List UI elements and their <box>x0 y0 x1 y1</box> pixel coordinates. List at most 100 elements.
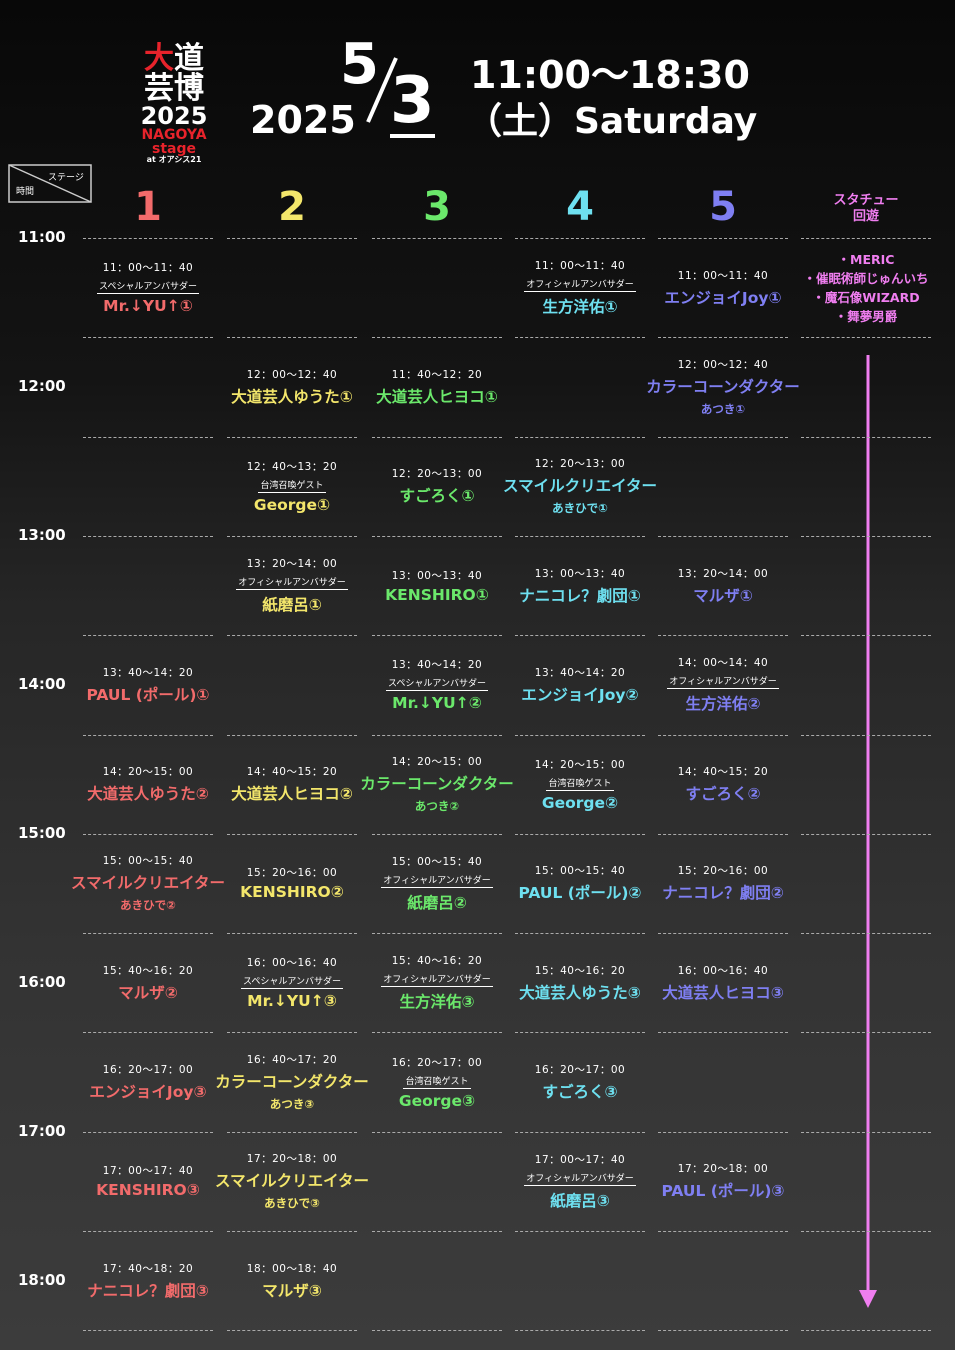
time-label: 11:00 <box>18 228 66 246</box>
entry-time: 17：40〜18：20 <box>102 1262 194 1275</box>
entry-name: PAUL (ポール)② <box>518 884 642 903</box>
tour-item: ・MERIC <box>837 251 895 267</box>
logo-line: NAGOYA stage <box>141 127 207 157</box>
entry-time: 17：20〜18：00 <box>677 1163 769 1176</box>
entry: 15：00〜15：40 スマイルクリエイターあきひで② <box>71 834 225 933</box>
row-line <box>658 535 788 537</box>
row-line <box>227 1231 357 1232</box>
stage-number: 2 <box>278 184 306 230</box>
row-line <box>801 833 931 835</box>
entry-time: 11：00〜11：40 <box>102 262 194 275</box>
time-label: 12:00 <box>18 376 66 395</box>
entry-sub: あきひで② <box>120 898 176 913</box>
entry-name: マルザ② <box>118 983 178 1002</box>
entry-time: 16：20〜17：00 <box>391 1056 483 1069</box>
entry: 14：40〜15：20 大道芸人ヒヨコ② <box>226 735 358 834</box>
row-line <box>801 535 931 537</box>
row-line <box>83 436 213 438</box>
entry-name: KENSHIRO③ <box>96 1181 200 1200</box>
entry-name: すごろく② <box>685 785 761 804</box>
entry-time: 15：20〜16：00 <box>246 867 338 880</box>
entry-name: 大道芸人ヒヨコ① <box>376 387 498 406</box>
entry-time: 13：40〜14：20 <box>534 666 626 679</box>
entry-time: 13：20〜14：00 <box>246 558 338 571</box>
entry-badge: 台湾召喚ゲスト <box>258 477 326 493</box>
entry-name: エンジョイJoy③ <box>89 1083 207 1102</box>
entry-name: 紙磨呂① <box>262 596 322 615</box>
entry-name: 生方洋佑③ <box>399 993 475 1012</box>
row-line <box>372 635 502 637</box>
time-label: 14:00 <box>18 674 66 693</box>
row-line <box>372 1330 502 1332</box>
entry-badge: オフィシャルアンバサダー <box>381 971 493 988</box>
row-line <box>227 635 357 637</box>
entry: 13：20〜14：00 マルザ① <box>657 536 789 635</box>
entry-badge: オフィシャルアンバサダー <box>236 574 348 591</box>
entry-time: 12：00〜12：40 <box>246 368 338 381</box>
row-line <box>83 1330 213 1332</box>
entry: 13：40〜14：20 エンジョイJoy② <box>514 635 646 734</box>
tour-item: ・舞夢男爵 <box>834 308 898 324</box>
time-label: 17:00 <box>18 1121 66 1140</box>
entry: 17：20〜18：00 スマイルクリエイター あきひで③ <box>215 1132 369 1231</box>
row-line <box>227 238 357 239</box>
entry: 15：20〜16：00 ナニコレ？劇団② <box>657 834 789 933</box>
entry: 11：00〜11：40 オフィシャルアンバサダー 生方洋佑① <box>514 238 646 337</box>
entry-time: 15：00〜15：40 <box>102 855 194 868</box>
entry-time: 17：00〜17：40 <box>534 1153 626 1166</box>
day: 3 <box>390 64 435 138</box>
entry: 12：40〜13：20 台湾召喚ゲスト George① <box>226 437 358 536</box>
entry-time: 12：20〜13：00 <box>534 458 626 471</box>
row-line <box>372 734 502 736</box>
row-line <box>515 535 645 537</box>
entry: 12：20〜13：00 すごろく① <box>371 437 503 536</box>
row-line <box>801 1330 931 1332</box>
row-line <box>515 436 645 438</box>
entry: 14：00〜14：40 オフィシャルアンバサダー 生方洋佑② <box>657 635 789 734</box>
time-label: 13:00 <box>18 525 66 544</box>
row-line <box>83 1032 213 1034</box>
entry-name: 生方洋佑① <box>542 298 618 317</box>
row-line <box>83 734 213 736</box>
entry-name: ナニコレ？劇団③ <box>87 1281 209 1300</box>
row-line <box>658 337 788 339</box>
tour-label: スタチュー 回遊 <box>833 193 899 224</box>
logo-line: 大道 <box>144 41 204 76</box>
entry: 13：40〜14：20 スペシャルアンバサダー Mr.↓YU↑② <box>371 635 503 734</box>
entry-name: エンジョイJoy① <box>664 288 782 307</box>
row-line <box>83 1231 213 1232</box>
row-line <box>227 734 357 736</box>
row-line <box>372 1231 502 1232</box>
corner-time: 時間 <box>16 187 35 197</box>
entry-badge: 台湾召喚ゲスト <box>546 775 614 791</box>
entry: 16：20〜17：00 すごろく③ <box>514 1032 646 1131</box>
entry-sub: あつき③ <box>269 1097 315 1112</box>
row-line <box>83 635 213 637</box>
entry: 14：20〜15：00 大道芸人ゆうた② <box>82 735 214 834</box>
entry: 13：00〜13：40 KENSHIRO① <box>371 536 503 635</box>
entry-name: スマイルクリエイター <box>503 477 657 496</box>
row-line <box>801 1231 931 1232</box>
entry-name: 生方洋佑② <box>685 695 761 714</box>
entry-time: 13：00〜13：40 <box>534 567 626 580</box>
entry-time: 13：40〜14：20 <box>102 666 194 679</box>
stage-number: 5 <box>709 184 737 230</box>
entry-time: 14：20〜15：00 <box>534 758 626 771</box>
weekday: （土）Saturday <box>466 101 758 142</box>
row-line <box>227 1032 357 1034</box>
entry-name: George① <box>253 495 331 514</box>
entry: 17：00〜17：40 オフィシャルアンバサダー 紙磨呂③ <box>514 1132 646 1231</box>
entry-name: 大道芸人ゆうた① <box>231 387 353 406</box>
entry-name: PAUL (ポール)① <box>86 685 210 704</box>
entry: 18：00〜18：40 マルザ③ <box>226 1231 358 1330</box>
stage-number: 3 <box>423 184 451 230</box>
entry-time: 15：40〜16：20 <box>534 964 626 977</box>
row-line <box>372 1032 502 1034</box>
entry-name: スマイルクリエイター <box>71 874 225 893</box>
row-line <box>515 337 645 339</box>
month: 5 <box>340 32 379 97</box>
logo-line: at オアシス21 <box>146 155 202 164</box>
row-line <box>227 337 357 339</box>
row-line <box>658 436 788 438</box>
